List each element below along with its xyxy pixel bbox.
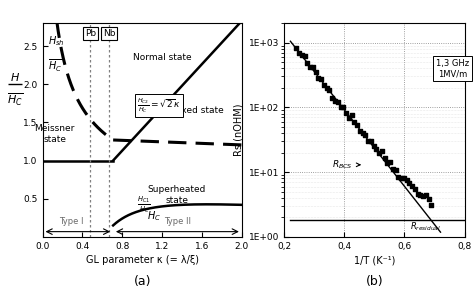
Text: $R_{BCS}$: $R_{BCS}$ <box>332 159 360 171</box>
Point <box>304 61 311 66</box>
Point <box>331 99 339 103</box>
Point <box>295 50 303 55</box>
Point <box>359 131 366 135</box>
Y-axis label: Rs (nOHM): Rs (nOHM) <box>234 104 244 156</box>
Point <box>409 184 416 189</box>
Text: $\overline{H_C}$: $\overline{H_C}$ <box>47 58 62 74</box>
Text: $\overline{H_C}$: $\overline{H_C}$ <box>7 92 23 108</box>
Text: Meissner
state: Meissner state <box>35 124 75 144</box>
Point <box>365 138 372 143</box>
Point <box>395 175 402 179</box>
Text: (a): (a) <box>134 275 151 288</box>
Point <box>383 161 391 165</box>
Point <box>386 160 394 165</box>
Text: $R_{residual}$: $R_{residual}$ <box>410 220 442 233</box>
Text: Type I: Type I <box>59 217 83 226</box>
Point <box>375 150 383 155</box>
Text: Pb: Pb <box>85 29 96 38</box>
Point <box>328 96 336 100</box>
Point <box>356 129 364 134</box>
X-axis label: 1/T (K⁻¹): 1/T (K⁻¹) <box>354 255 395 265</box>
Point <box>315 75 322 80</box>
Text: $\frac{H_{C1}}{H_C}$: $\frac{H_{C1}}{H_C}$ <box>137 194 151 215</box>
Point <box>362 133 369 137</box>
Point <box>306 64 314 69</box>
Point <box>292 46 300 50</box>
Point <box>419 194 427 199</box>
Text: $H_C$: $H_C$ <box>147 210 161 223</box>
Point <box>373 147 380 151</box>
Text: Normal state: Normal state <box>133 53 191 62</box>
Text: Superheated
state: Superheated state <box>148 185 206 205</box>
Text: $\frac{H_{C2}}{H_C}=\sqrt{2}\kappa$: $\frac{H_{C2}}{H_C}=\sqrt{2}\kappa$ <box>137 96 181 115</box>
Point <box>422 193 430 198</box>
Point <box>312 69 319 74</box>
Text: Nb: Nb <box>103 29 116 38</box>
Point <box>403 177 410 182</box>
Point <box>353 123 361 127</box>
Point <box>411 187 419 192</box>
Point <box>318 77 325 81</box>
Text: (b): (b) <box>365 275 383 288</box>
Text: 1,3 GHz
1MV/m: 1,3 GHz 1MV/m <box>436 59 469 78</box>
Text: $H$: $H$ <box>10 71 20 83</box>
Point <box>326 88 333 92</box>
Text: Mixed state: Mixed state <box>171 106 223 115</box>
Point <box>381 155 388 160</box>
Point <box>397 176 405 181</box>
Point <box>342 111 350 116</box>
Point <box>323 86 330 90</box>
Point <box>348 113 356 118</box>
Point <box>298 52 306 57</box>
Point <box>417 192 424 197</box>
Point <box>378 149 386 153</box>
Point <box>320 82 328 87</box>
Point <box>339 105 347 110</box>
Point <box>406 181 413 186</box>
Text: $H_{sh}$: $H_{sh}$ <box>47 34 64 48</box>
X-axis label: GL parameter κ (= λ/ξ): GL parameter κ (= λ/ξ) <box>86 255 199 265</box>
Point <box>425 196 433 201</box>
Point <box>309 64 317 69</box>
Point <box>428 202 435 207</box>
Point <box>370 144 377 149</box>
Point <box>334 100 342 105</box>
Point <box>345 115 353 120</box>
Point <box>400 176 408 180</box>
Point <box>367 139 374 143</box>
Text: Type II: Type II <box>164 217 191 226</box>
Point <box>337 104 344 109</box>
Point <box>392 167 400 172</box>
Point <box>414 192 421 196</box>
Point <box>389 167 397 172</box>
Point <box>301 54 309 59</box>
Point <box>350 120 358 125</box>
